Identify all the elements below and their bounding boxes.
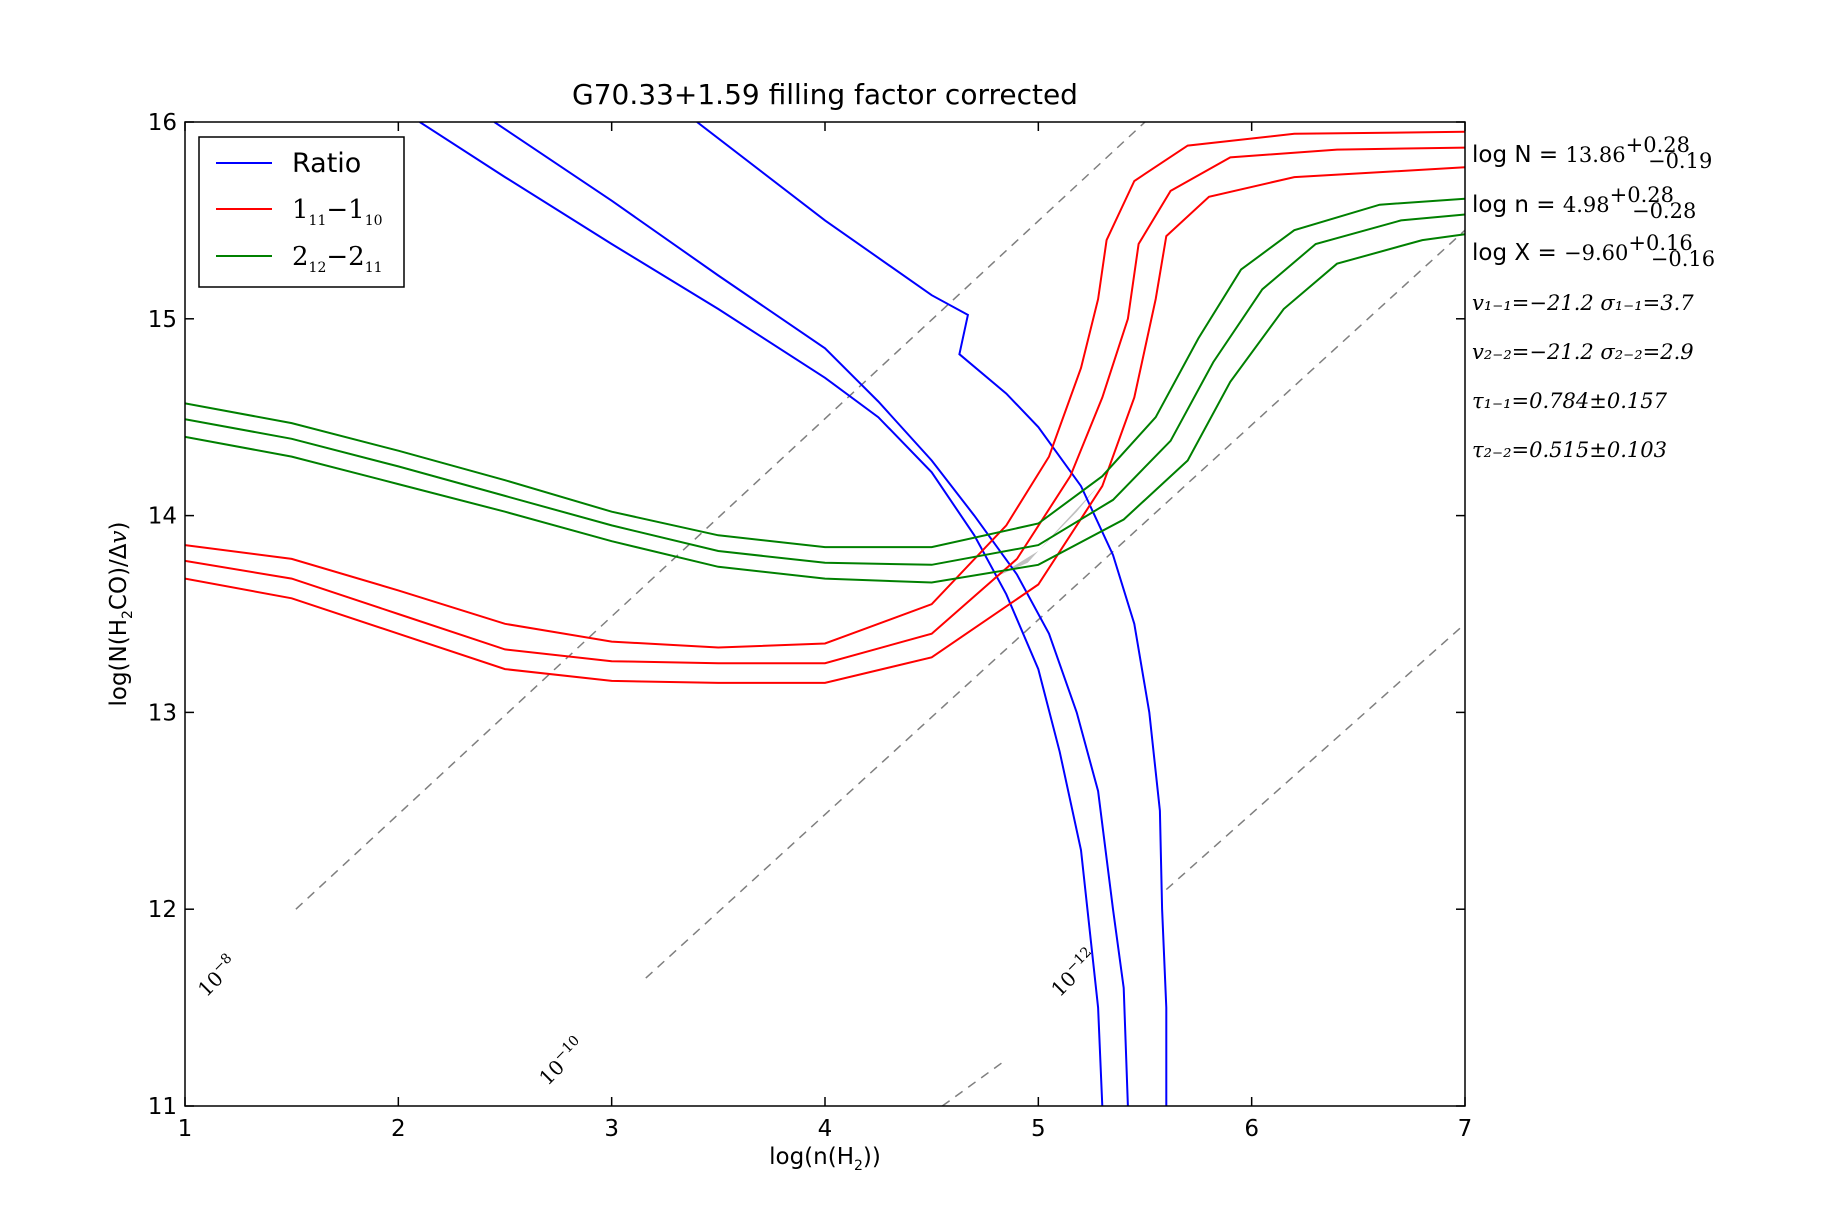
y-axis-label: log(N(H2CO)/Δv) [106, 521, 136, 706]
series-1-contour-1 [185, 146, 1465, 665]
series-0-contour-2 [696, 122, 1168, 1106]
annotation-tau22: τ₂₋₂=0.515±0.103 [1472, 438, 1667, 462]
legend: Ratio 111−110 212−211 [198, 136, 405, 288]
y-tick-label: 15 [148, 307, 177, 333]
dashed-abundance-line-2 [941, 1062, 1003, 1106]
series-1-contour-2 [185, 166, 1465, 684]
x-tick-label: 6 [1244, 1116, 1259, 1142]
x-tick-label: 2 [391, 1116, 406, 1142]
x-axis-label: log(n(H2)) [769, 1144, 881, 1174]
y-tick-label: 14 [148, 504, 177, 530]
y-tick-label: 12 [148, 897, 177, 923]
series-0-contour-0 [419, 122, 1104, 1106]
y-tick-label: 16 [148, 110, 177, 136]
dashed-lines-layer [295, 122, 1465, 1106]
fit-annotations: log N = 13.86+0.28 −0.19 log n = 4.98+0.2… [1472, 133, 1715, 462]
x-tick-label: 5 [1031, 1116, 1046, 1142]
dashed-abundance-line-1 [645, 229, 1465, 979]
legend-label-red: 111−110 [292, 195, 383, 229]
x-tick-label: 3 [604, 1116, 619, 1142]
series-2-contour-1 [185, 213, 1465, 566]
x-tick-label: 4 [818, 1116, 833, 1142]
legend-label-ratio: Ratio [292, 148, 361, 179]
y-tick-label: 13 [148, 700, 177, 726]
annotation-v11-sigma11: v₁₋₁=−21.2 σ₁₋₁=3.7 [1472, 291, 1694, 315]
y-tick-label: 11 [148, 1094, 177, 1120]
annotation-log-N: log N = 13.86+0.28 −0.19 [1472, 133, 1712, 173]
dashed-abundance-line-0 [295, 122, 1146, 910]
x-tick-label: 7 [1458, 1116, 1473, 1142]
annotation-tau11: τ₁₋₁=0.784±0.157 [1472, 389, 1668, 413]
dashed-abundance-line-3 [1165, 623, 1465, 891]
series-1-contour-0 [185, 130, 1465, 649]
annotation-v22-sigma22: v₂₋₂=−21.2 σ₂₋₂=2.9 [1472, 340, 1694, 364]
x-axis-ticks: 1 2 3 4 5 6 7 [178, 122, 1473, 1142]
chart-title: G70.33+1.59 filling factor corrected [572, 78, 1078, 111]
annotation-log-n: log n = 4.98+0.28 −0.28 [1472, 183, 1696, 223]
contour-curves-layer [185, 122, 1465, 1106]
annotation-log-X: log X = −9.60+0.16 −0.16 [1472, 231, 1715, 271]
x-tick-label: 1 [178, 1116, 193, 1142]
series-2-contour-0 [185, 197, 1465, 549]
legend-label-green: 212−211 [292, 242, 383, 276]
series-0-contour-1 [493, 122, 1129, 1106]
series-2-contour-2 [185, 233, 1465, 584]
y-axis-ticks: 11 12 13 14 15 16 [148, 110, 1465, 1120]
